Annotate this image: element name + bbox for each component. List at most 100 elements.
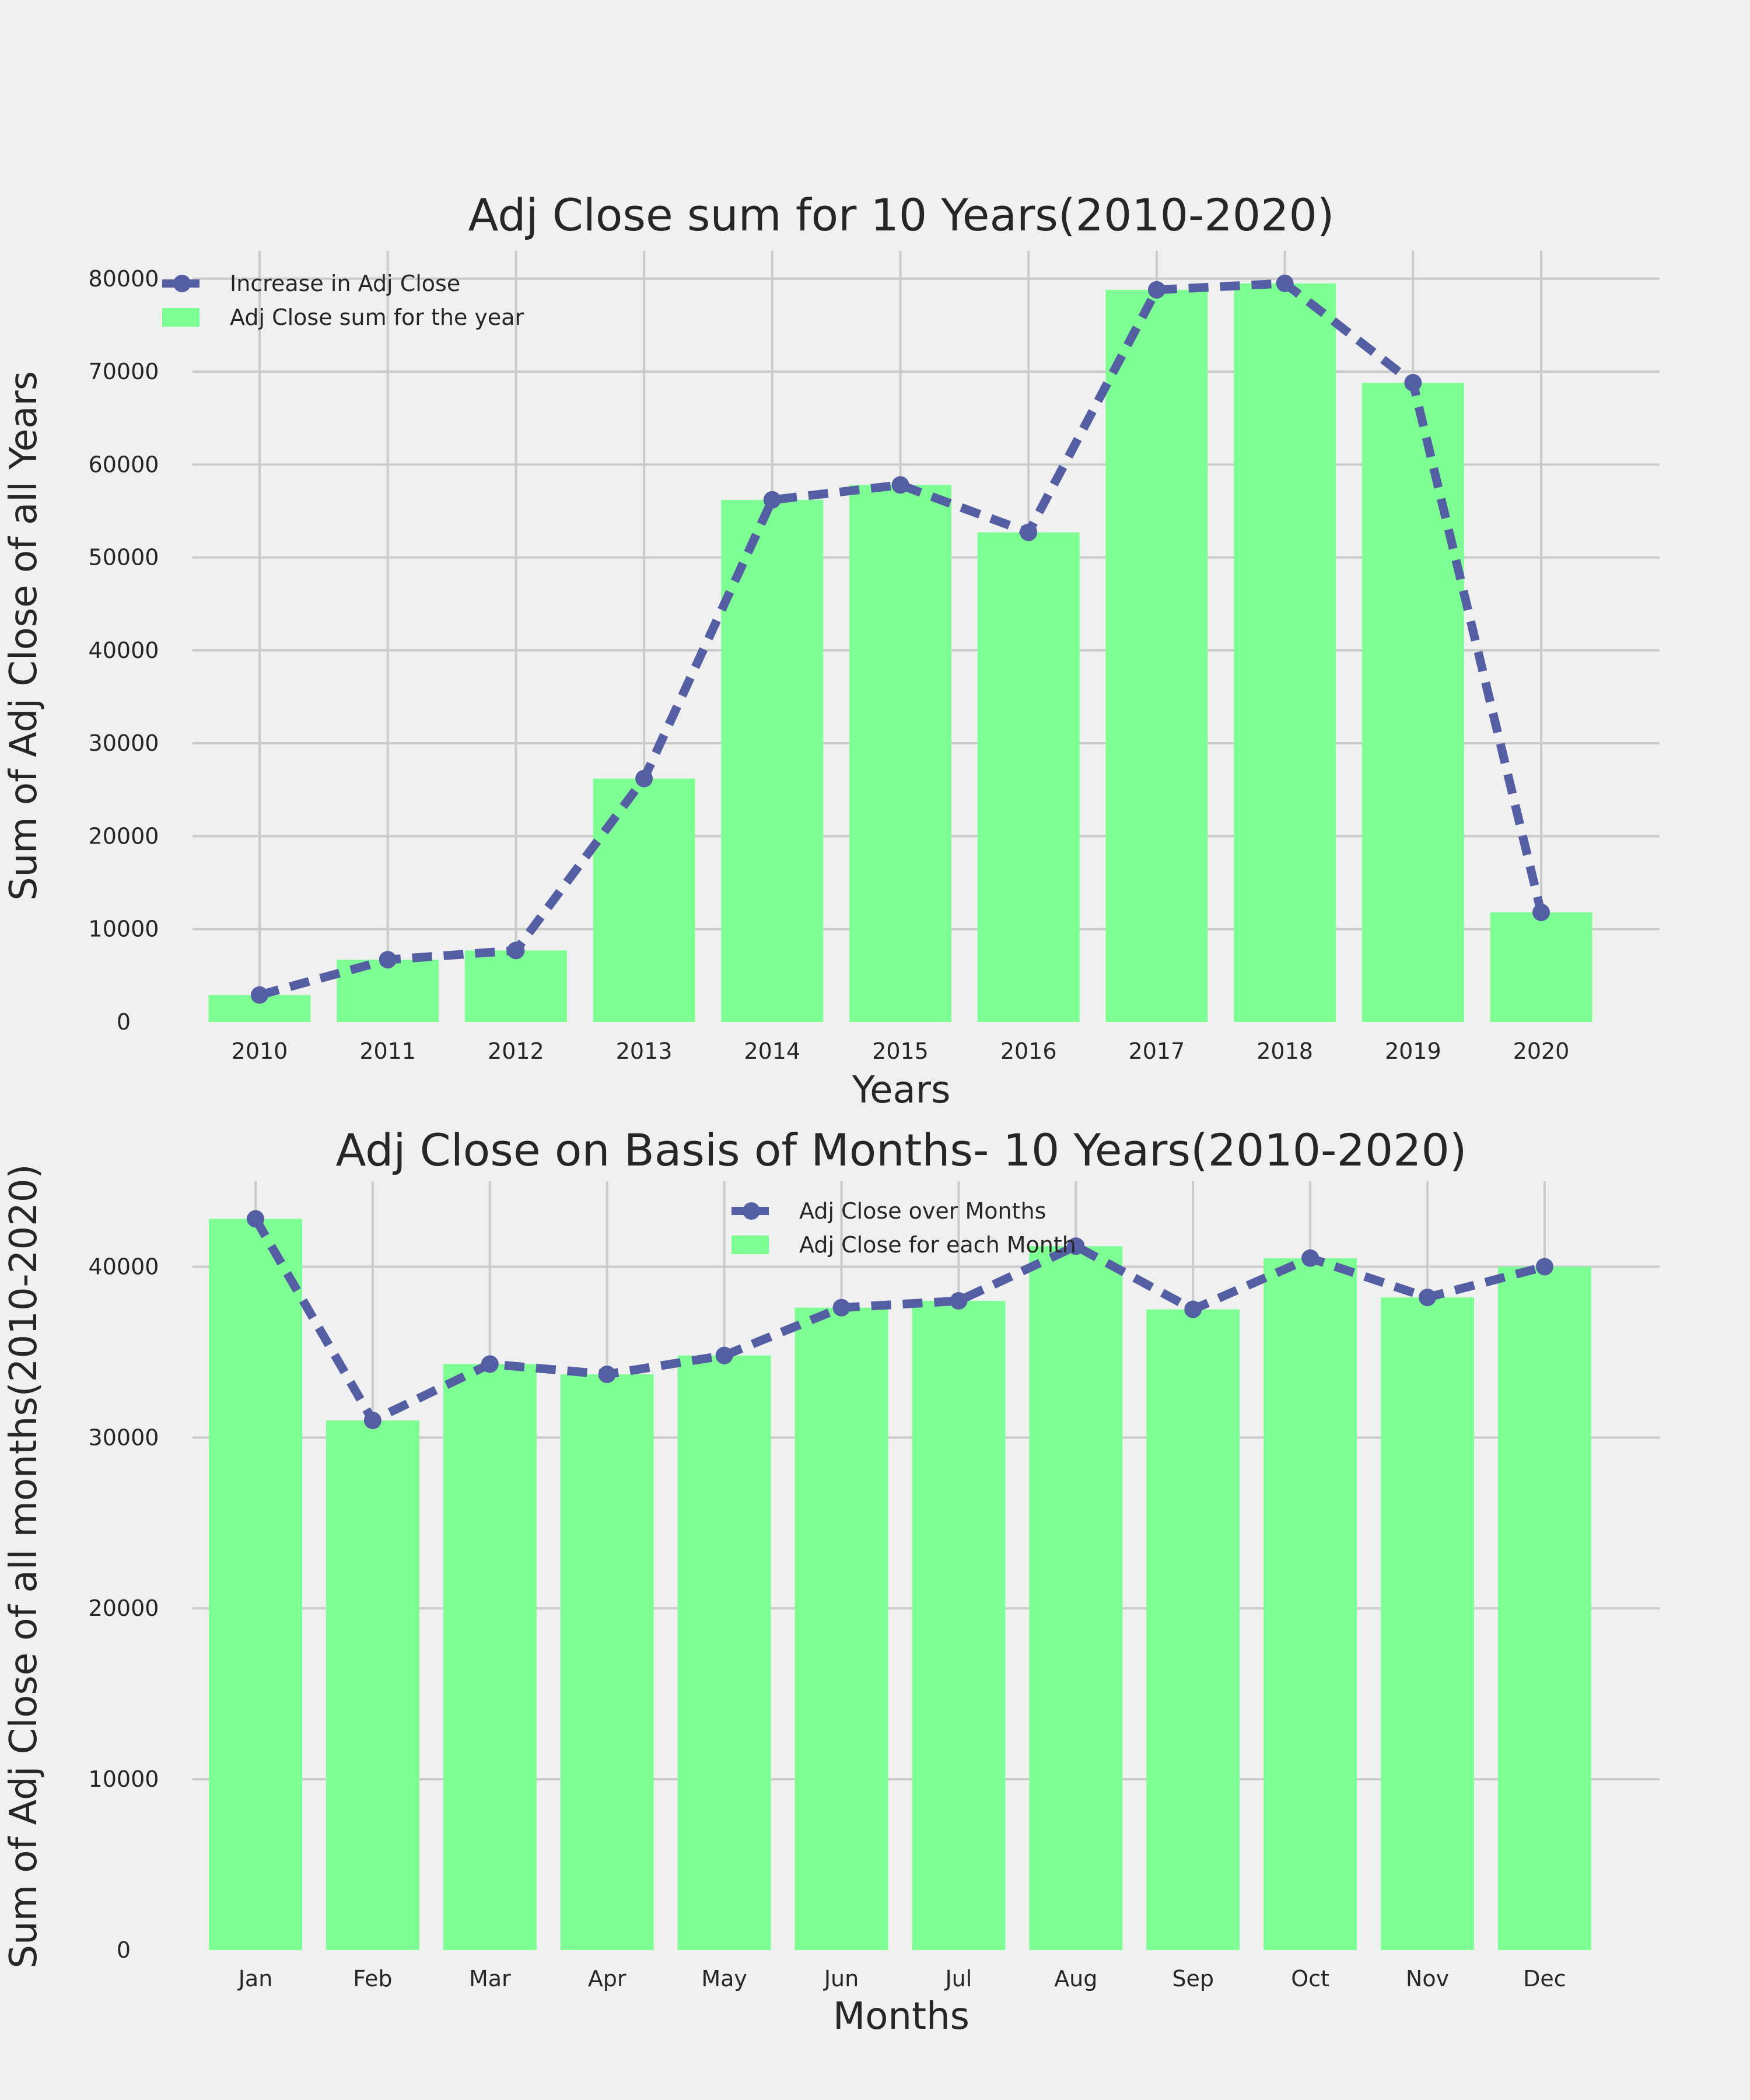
y-tick-label: 0 (117, 1937, 131, 1963)
line-marker (1301, 1249, 1320, 1267)
line-marker (247, 1210, 264, 1228)
bar (1105, 289, 1208, 1023)
bar (209, 1219, 302, 1950)
line-marker (379, 951, 397, 969)
yearly-chart-ylabel: Sum of Adj Close of all Years (2, 371, 46, 901)
y-tick-label: 10000 (89, 916, 159, 942)
yearly-chart-xlabel: Years (852, 1069, 951, 1112)
legend-marker-swatch (173, 275, 191, 292)
line-marker (1535, 1258, 1553, 1276)
line-marker (507, 942, 525, 960)
y-tick-label: 30000 (89, 1424, 159, 1450)
x-tick-label: 2013 (616, 1038, 673, 1064)
x-tick-label: Jul (944, 1966, 972, 1992)
monthly-chart-xlabel: Months (833, 1995, 970, 2038)
x-tick-label: May (701, 1966, 747, 1992)
x-tick-label: 2018 (1256, 1038, 1313, 1064)
line-marker (891, 476, 909, 494)
line-marker (1532, 904, 1550, 922)
line-marker (1419, 1289, 1436, 1307)
x-tick-label: 2011 (359, 1038, 416, 1064)
x-tick-label: Mar (469, 1966, 511, 1992)
bar (1381, 1297, 1474, 1950)
y-tick-label: 40000 (89, 638, 159, 663)
line-marker (1184, 1300, 1202, 1318)
x-tick-label: 2016 (1000, 1038, 1057, 1064)
legend-label-line: Adj Close over Months (799, 1198, 1046, 1224)
bar (1146, 1309, 1240, 1950)
line-marker (251, 986, 268, 1004)
bar (593, 778, 695, 1022)
bar (443, 1364, 537, 1950)
y-tick-label: 10000 (89, 1766, 159, 1792)
line-marker (1147, 281, 1166, 299)
line-marker (763, 491, 781, 509)
line-marker (832, 1298, 850, 1317)
monthly-chart: Adj Close on Basis of Months- 10 Years(2… (2, 1124, 1660, 2038)
yearly-chart-ticks: 0 10000 20000 30000 40000 50000 60000 70000 8000… (89, 266, 1570, 1064)
line-marker (1276, 274, 1294, 292)
yearly-chart-line (251, 274, 1550, 1004)
x-tick-label: 2017 (1129, 1038, 1185, 1064)
bar (1234, 283, 1336, 1023)
x-tick-label: Aug (1054, 1966, 1097, 1992)
x-tick-label: Feb (353, 1966, 392, 1992)
x-tick-label: Jun (823, 1966, 859, 1992)
bar (326, 1420, 419, 1950)
legend-label-line: Increase in Adj Close (230, 271, 460, 296)
line-marker (598, 1365, 616, 1383)
y-tick-label: 30000 (89, 730, 159, 756)
x-tick-label: Oct (1291, 1966, 1329, 1992)
yearly-chart-legend: Increase in Adj Close Adj Close sum for … (162, 271, 524, 330)
x-tick-label: Sep (1172, 1966, 1214, 1992)
line-marker (635, 769, 653, 788)
x-tick-label: 2014 (744, 1038, 800, 1064)
monthly-chart-ylabel: Sum of Adj Close of all months(2010-2020… (2, 1164, 46, 1969)
monthly-chart-title: Adj Close on Basis of Months- 10 Years(2… (335, 1124, 1466, 1176)
y-tick-label: 70000 (89, 359, 159, 384)
y-tick-label: 20000 (89, 1595, 159, 1621)
line-marker (363, 1412, 382, 1430)
x-tick-label: 2012 (488, 1038, 544, 1064)
x-tick-label: Apr (588, 1966, 626, 1992)
y-tick-label: 80000 (89, 266, 159, 292)
yearly-chart: Adj Close sum for 10 Years(2010-2020) 0 1… (2, 189, 1660, 1112)
bar (1362, 383, 1464, 1022)
bar (1264, 1258, 1357, 1950)
line-marker (481, 1355, 499, 1373)
legend-label-bar: Adj Close sum for the year (230, 304, 524, 330)
line-marker (1404, 374, 1422, 392)
monthly-chart-bars (209, 1219, 1591, 1950)
bar (794, 1307, 888, 1950)
y-tick-label: 0 (117, 1009, 131, 1035)
legend-bar-swatch (732, 1236, 769, 1254)
legend-label-bar: Adj Close for each Month (799, 1232, 1076, 1258)
bar (1497, 1266, 1591, 1950)
y-tick-label: 40000 (89, 1254, 159, 1279)
monthly-chart-ticks: 0 10000 20000 30000 40000 Jan Feb Mar Apr May Jun J… (89, 1254, 1566, 1992)
x-tick-label: 2019 (1385, 1038, 1441, 1064)
bar (849, 485, 951, 1022)
x-tick-label: 2015 (872, 1038, 929, 1064)
y-tick-label: 20000 (89, 823, 159, 849)
bar (1029, 1246, 1123, 1950)
x-tick-label: Dec (1523, 1966, 1566, 1992)
y-tick-label: 50000 (89, 545, 159, 570)
x-tick-label: 2010 (232, 1038, 288, 1064)
bar (1490, 912, 1592, 1022)
bar (721, 499, 824, 1022)
line-marker (950, 1292, 968, 1310)
yearly-chart-bars (208, 283, 1592, 1023)
x-tick-label: 2020 (1513, 1038, 1570, 1064)
bar (464, 950, 567, 1022)
x-tick-label: Jan (237, 1966, 273, 1992)
x-tick-label: Nov (1406, 1966, 1449, 1992)
bar (560, 1374, 654, 1950)
bar (912, 1301, 1006, 1950)
monthly-chart-line (247, 1210, 1553, 1430)
legend-bar-swatch (162, 308, 200, 327)
yearly-chart-title: Adj Close sum for 10 Years(2010-2020) (468, 189, 1335, 241)
bar (977, 532, 1080, 1022)
legend-marker-swatch (743, 1202, 760, 1220)
